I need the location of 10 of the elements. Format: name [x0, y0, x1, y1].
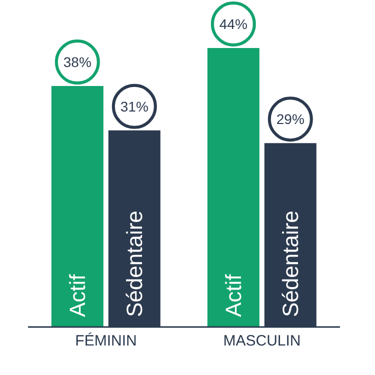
series-label: Actif: [64, 273, 90, 317]
x-tick-label: MASCULIN: [223, 332, 301, 350]
text: Actif: [220, 274, 246, 317]
data-label: 29%: [276, 111, 304, 128]
series-label: Sédentaire: [122, 210, 147, 317]
data-label: 38%: [63, 54, 92, 70]
text: Sédentaire: [278, 210, 303, 317]
x-tick-label: FÉMININ: [75, 332, 137, 350]
data-label: 31%: [120, 98, 148, 114]
data-label: 44%: [219, 16, 248, 32]
